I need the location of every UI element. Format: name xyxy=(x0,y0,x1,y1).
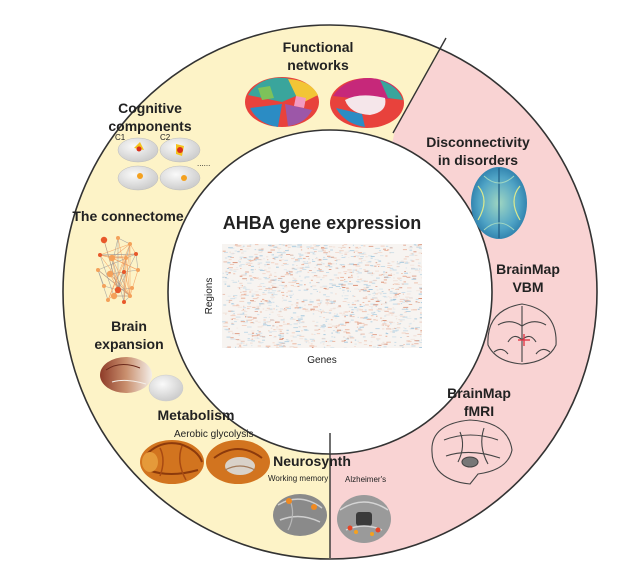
working-memory-label: Working memory xyxy=(268,474,328,483)
vbm-highlight xyxy=(518,334,530,346)
brainmap-vbm-label-1: BrainMap xyxy=(496,261,560,277)
cognitive-components-label-1: Cognitive xyxy=(118,100,182,116)
center-title: AHBA gene expression xyxy=(223,213,421,233)
functional-network-brain-lateral xyxy=(245,77,319,127)
ring-outer-border xyxy=(62,24,598,560)
brainmap-fmri-label-2: fMRI xyxy=(464,403,494,419)
disconnectivity-label-1: Disconnectivity xyxy=(426,134,530,150)
alzheimers-label: Alzheimer's xyxy=(345,475,386,484)
brain-expansion-label-1: Brain xyxy=(111,318,147,334)
gene-expression-heatmap xyxy=(222,244,422,348)
metabolism-label: Metabolism xyxy=(157,407,234,423)
cognitive-tag-c2: C2 xyxy=(160,133,171,142)
brain-expansion-label-2: expansion xyxy=(94,336,163,352)
brainmap-vbm-label-2: VBM xyxy=(512,279,543,295)
metabolism-brain-medial xyxy=(206,440,270,484)
disconnectivity-brain xyxy=(471,167,527,239)
disconnectivity-label-2: in disorders xyxy=(438,152,518,168)
cognitive-component-brains xyxy=(117,137,201,191)
cognitive-components-label-2: components xyxy=(108,118,191,134)
connectome-label: The connectome xyxy=(72,208,183,224)
divider-top xyxy=(392,37,447,134)
connectome-graph xyxy=(96,236,140,304)
cognitive-tag-more: ...... xyxy=(197,159,210,168)
functional-networks-label-1: Functional xyxy=(283,39,354,55)
brainmap-fmri-sagittal xyxy=(431,419,513,485)
working-memory-brain xyxy=(273,494,327,536)
metabolism-brain-lateral xyxy=(140,440,204,484)
brainmap-fmri-label-1: BrainMap xyxy=(447,385,511,401)
neurosynth-label: Neurosynth xyxy=(273,453,351,469)
functional-networks-label-2: networks xyxy=(287,57,349,73)
heatmap-x-label: Genes xyxy=(307,355,336,366)
brain-expansion-map xyxy=(100,357,184,402)
cognitive-tag-c1: C1 xyxy=(115,133,126,142)
functional-network-brain-medial xyxy=(330,78,404,128)
alzheimers-brain xyxy=(337,495,391,543)
heatmap-y-label: Regions xyxy=(204,278,215,315)
aerobic-glycolysis-label: Aerobic glycolysis xyxy=(174,429,253,440)
